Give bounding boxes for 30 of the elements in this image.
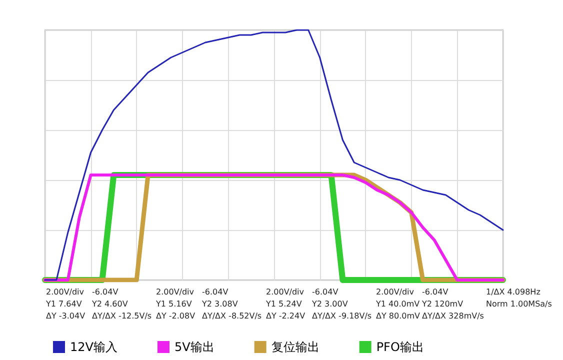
legend-label: 12V输入	[70, 340, 118, 354]
text: 2.00V/div	[46, 288, 84, 296]
text: -6.04V	[312, 288, 339, 296]
text: ΔY/ΔX -12.5V/s	[92, 312, 152, 320]
text: 2.00V/div	[376, 288, 414, 296]
text: Y2 3.08V	[201, 300, 238, 308]
text: -6.04V	[92, 288, 119, 296]
text: Y1 7.64V	[45, 300, 82, 308]
text: Y1 5.24V	[265, 300, 302, 308]
text: ΔY/ΔX -9.18V/s	[312, 312, 372, 320]
legend-label: 5V输出	[174, 340, 214, 354]
text: ΔY/ΔX -8.52V/s	[202, 312, 262, 320]
text: ΔY 80.0mV	[376, 312, 421, 320]
text: 1/ΔX 4.098Hz	[486, 288, 540, 296]
legend-label: 复位输出	[271, 340, 320, 354]
text: ΔY/ΔX 328mV/s	[422, 312, 484, 320]
text: -6.04V	[202, 288, 229, 296]
text: Y1 40.0mV	[375, 300, 420, 308]
text: -6.04V	[422, 288, 449, 296]
text: Y2 120mV	[421, 300, 464, 308]
text: Y2 4.60V	[91, 300, 128, 308]
text: ΔY -3.04V	[46, 312, 86, 320]
text: Y1 5.16V	[155, 300, 192, 308]
text: Norm 1.00MSa/s	[486, 300, 552, 308]
text: ΔY -2.08V	[156, 312, 196, 320]
text: Y2 3.00V	[311, 300, 348, 308]
text: 2.00V/div	[156, 288, 194, 296]
text: ΔY -2.24V	[266, 312, 306, 320]
text: 2.00V/div	[266, 288, 304, 296]
legend-label: PFO输出	[376, 340, 424, 354]
